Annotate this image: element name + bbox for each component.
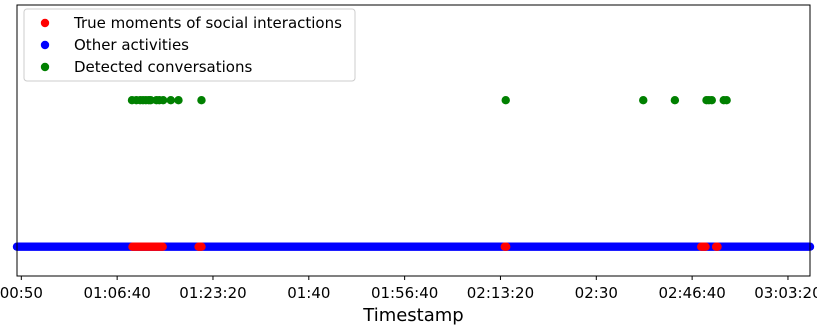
legend-entry: Other activities (40, 36, 189, 54)
legend-marker (40, 40, 50, 50)
legend-entry: True moments of social interactions (40, 14, 342, 32)
data-point (670, 96, 680, 105)
data-point (501, 96, 510, 105)
legend: True moments of social interactions Other… (23, 8, 356, 82)
x-tick-label: 01:23:20 (179, 284, 246, 302)
x-tick-label: 02:30 (575, 284, 618, 302)
legend-marker (40, 62, 50, 72)
data-point (174, 96, 183, 105)
point-band (12, 242, 815, 251)
legend-marker (40, 18, 50, 28)
plot-frame (16, 4, 811, 277)
point-band (697, 242, 710, 251)
x-axis-title: Timestamp (362, 305, 463, 326)
x-axis: 00:50 01:06:40 01:23:20 01:40 01:56:40 02:13:… (0, 276, 817, 302)
series-true-moments-of-social-interactions (128, 242, 722, 251)
data-point (166, 96, 176, 105)
x-tick-label: 00:50 (0, 284, 43, 302)
data-point (197, 96, 206, 105)
legend-label: Detected conversations (74, 58, 252, 76)
data-point (158, 96, 168, 105)
plot-area (12, 96, 815, 251)
data-point (722, 96, 731, 105)
data-point (146, 96, 155, 105)
x-tick-label: 01:40 (287, 284, 330, 302)
legend-label: Other activities (74, 36, 189, 54)
x-tick-label: 01:56:40 (371, 284, 438, 302)
data-point (639, 96, 648, 105)
legend-label: True moments of social interactions (73, 14, 342, 32)
x-tick-label: 02:46:40 (658, 284, 725, 302)
x-tick-label: 03:03:20 (754, 284, 817, 302)
x-tick-label: 02:13:20 (467, 284, 534, 302)
point-band (711, 242, 722, 251)
point-band (194, 242, 206, 251)
point-band (128, 242, 167, 251)
series-detected-conversations (127, 96, 731, 105)
x-tick-label: 01:06:40 (83, 284, 150, 302)
legend-box (23, 8, 356, 82)
data-point (707, 96, 716, 105)
series-other-activities (12, 242, 815, 251)
legend-entry: Detected conversations (40, 58, 252, 76)
point-band (500, 242, 511, 251)
